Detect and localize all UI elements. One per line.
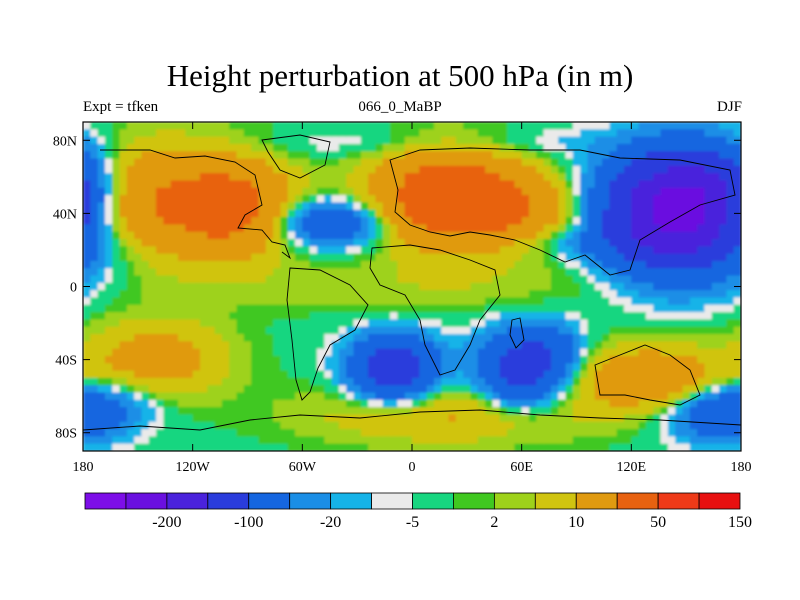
coast-australia (594, 344, 701, 406)
lon-tick-label: 120W (176, 460, 211, 475)
colorbar-box (289, 492, 332, 510)
colorbar: -200 -100 -20 -5 2 10 50 150 (84, 492, 752, 531)
colorbar-box (534, 492, 577, 510)
colorbar-label: 10 (568, 514, 584, 531)
lon-tick-label: 180 (73, 460, 94, 475)
colorbar-label: -20 (320, 514, 341, 531)
coast-antarctica (83, 409, 741, 431)
colorbar-box (207, 492, 250, 510)
coast-south-america (286, 267, 369, 401)
colorbar-label: -100 (234, 514, 263, 531)
coast-madagascar (509, 317, 525, 349)
coast-north-america (100, 149, 291, 260)
colorbar-box (330, 492, 372, 510)
lon-tick-label: 60E (510, 460, 533, 475)
colorbar-label: 2 (490, 514, 498, 531)
plot-title: Height perturbation at 500 hPa (in m) (166, 58, 634, 93)
lon-tick-label: 120E (617, 460, 647, 475)
season-label: DJF (716, 99, 742, 115)
coast-greenland (261, 134, 331, 179)
colorbar-box (125, 492, 168, 510)
colorbar-label: -200 (152, 514, 181, 531)
lon-tick-label: 180 (731, 460, 752, 475)
coast-africa (369, 244, 501, 376)
lon-tick-label: 60W (289, 460, 317, 475)
colorbar-box (698, 492, 741, 510)
height-field (83, 122, 741, 451)
axis-ticks: 80N 40N 0 40S 80S 180 120W 60W 0 60E 120E 180 (53, 122, 752, 475)
experiment-label: Expt = tfken (83, 99, 159, 115)
colorbar-box (575, 492, 618, 510)
run-label: 066_0_MaBP (358, 99, 442, 115)
lat-tick-label: 80N (53, 134, 77, 149)
coastlines (83, 134, 741, 431)
lat-tick-label: 0 (70, 281, 77, 296)
colorbar-box (412, 492, 454, 510)
colorbar-box (166, 492, 209, 510)
lat-tick-label: 40N (53, 207, 77, 222)
colorbar-label: 50 (650, 514, 666, 531)
colorbar-box (453, 492, 495, 510)
colorbar-label: -5 (406, 514, 419, 531)
colorbar-box (616, 492, 659, 510)
colorbar-box (248, 492, 291, 510)
lat-tick-label: 40S (55, 354, 77, 369)
colorbar-label: 150 (728, 514, 752, 531)
colorbar-box (371, 492, 413, 510)
coast-europe-asia (389, 147, 736, 276)
lon-tick-label: 0 (409, 460, 416, 475)
colorbar-box (493, 492, 536, 510)
colorbar-box (84, 492, 127, 510)
colorbar-box (657, 492, 700, 510)
lat-tick-label: 80S (55, 427, 77, 442)
